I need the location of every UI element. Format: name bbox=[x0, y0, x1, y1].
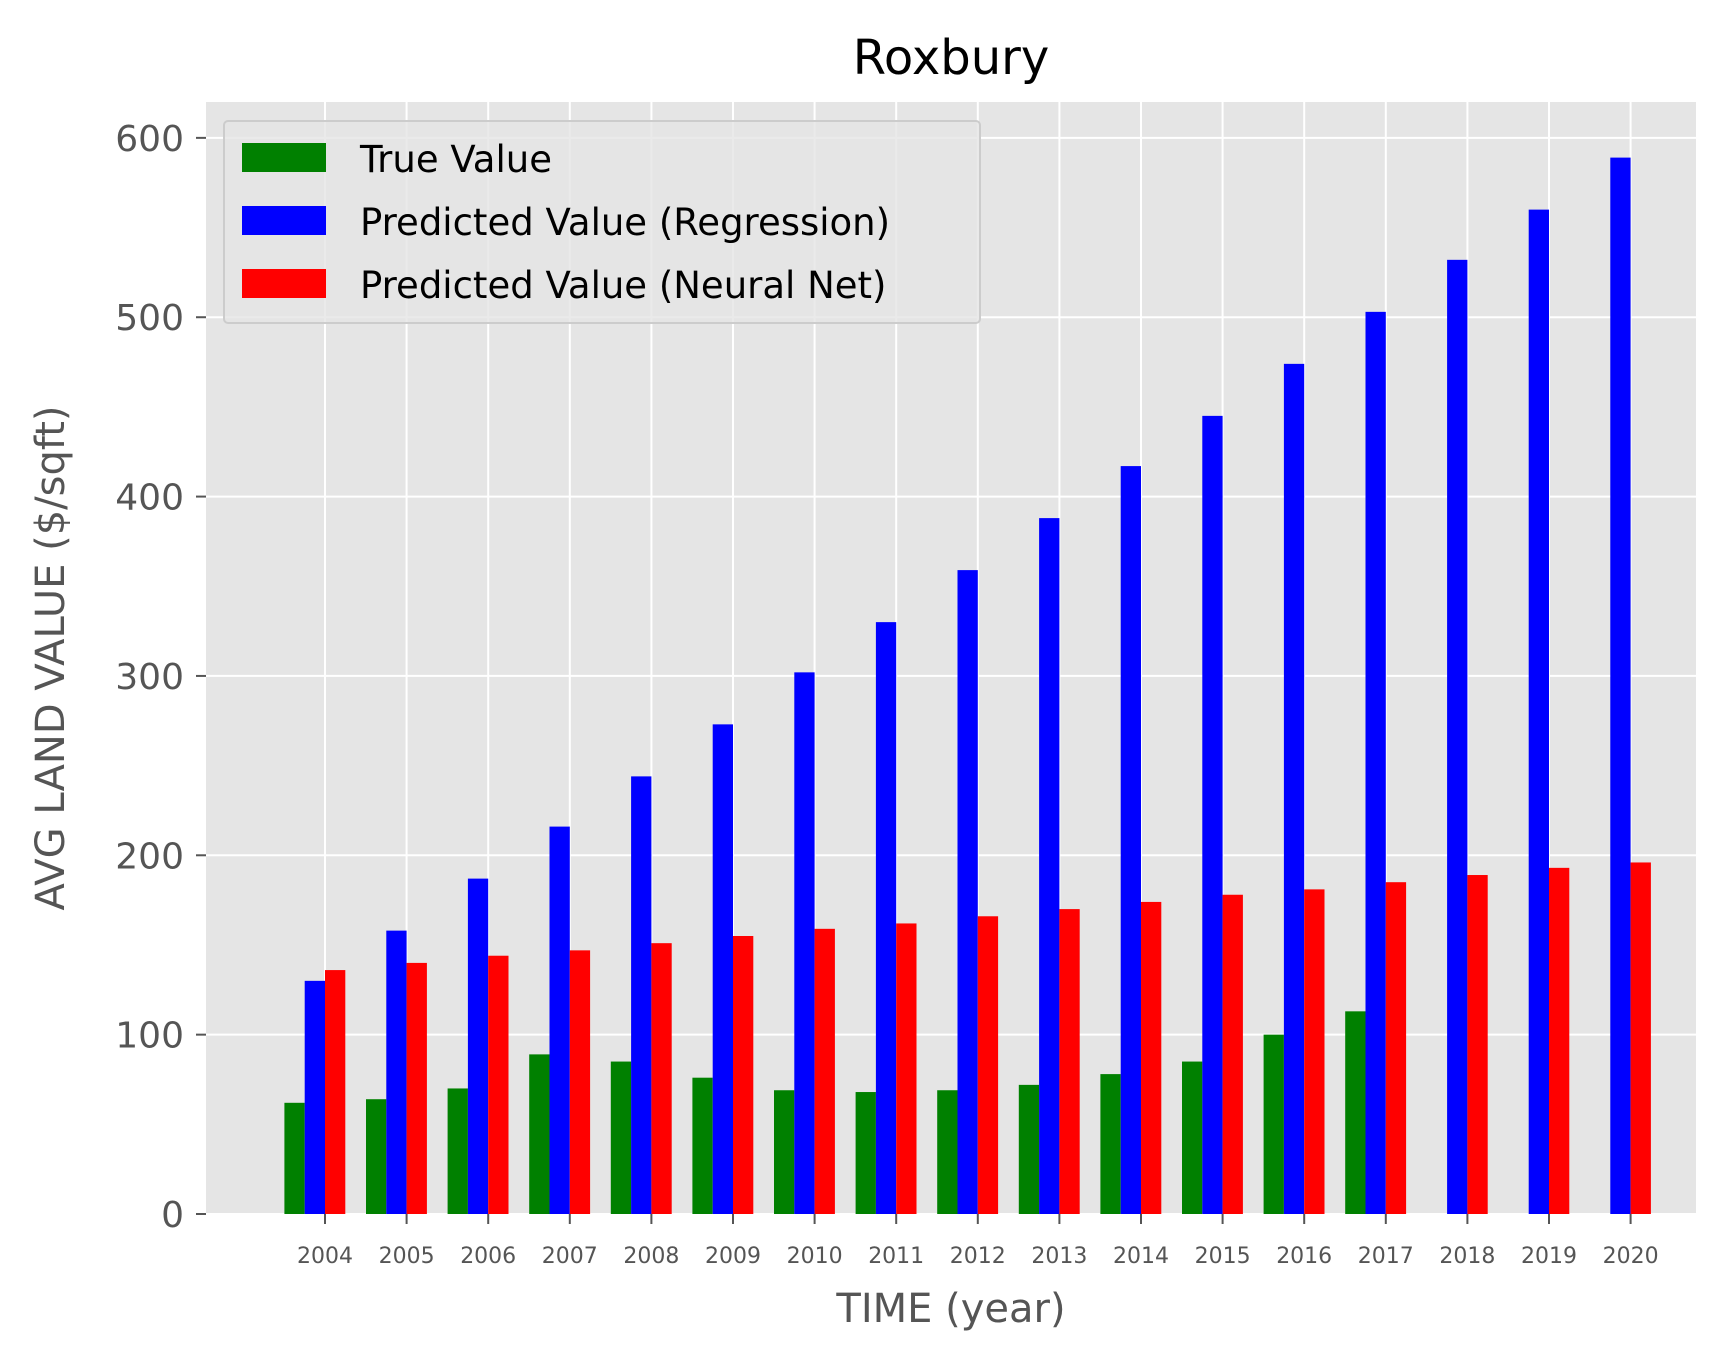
bar-true-value bbox=[692, 1077, 713, 1214]
y-tick-label: 100 bbox=[115, 1016, 184, 1057]
bar-predicted-regression bbox=[1039, 518, 1060, 1214]
bar-true-value bbox=[1182, 1061, 1203, 1214]
bar-true-value bbox=[855, 1092, 876, 1214]
bar-true-value bbox=[937, 1090, 958, 1214]
axes: 0 100 200 300 400 500 600 2004 2005 2006 2007 2008 2… bbox=[115, 119, 1658, 1269]
x-tick-label: 2004 bbox=[297, 1244, 353, 1269]
bar-true-value bbox=[529, 1054, 550, 1214]
legend-label-neural-net: Predicted Value (Neural Net) bbox=[360, 264, 886, 307]
x-axis-label: TIME (year) bbox=[835, 1286, 1065, 1332]
x-tick-label: 2006 bbox=[460, 1244, 516, 1269]
x-tick-label: 2007 bbox=[542, 1244, 598, 1269]
legend-swatch-true-value bbox=[242, 143, 326, 172]
bar-predicted-neural-net bbox=[1222, 894, 1243, 1214]
bar-true-value bbox=[366, 1099, 387, 1214]
bar-predicted-neural-net bbox=[406, 962, 427, 1214]
bar-predicted-neural-net bbox=[651, 943, 672, 1214]
chart-title: Roxbury bbox=[853, 30, 1050, 86]
bar-predicted-regression bbox=[1283, 363, 1305, 1215]
bar-predicted-regression bbox=[875, 622, 897, 1214]
bar-predicted-regression bbox=[631, 776, 652, 1214]
y-tick-label: 500 bbox=[115, 298, 184, 339]
bar-predicted-neural-net bbox=[1304, 889, 1325, 1214]
x-tick-label: 2019 bbox=[1521, 1244, 1577, 1269]
bar-predicted-regression bbox=[549, 826, 570, 1214]
bar-true-value bbox=[774, 1090, 795, 1214]
bar-predicted-regression bbox=[1365, 311, 1386, 1214]
bars bbox=[284, 157, 1651, 1215]
x-tick-label: 2013 bbox=[1031, 1244, 1087, 1269]
bar-true-value bbox=[1345, 1011, 1366, 1214]
legend-swatch-neural-net bbox=[242, 269, 326, 298]
bar-predicted-neural-net bbox=[1059, 909, 1080, 1214]
bar-predicted-regression bbox=[712, 724, 733, 1214]
y-tick-label: 600 bbox=[115, 119, 184, 160]
x-tick-label: 2010 bbox=[787, 1244, 843, 1269]
y-tick-label: 0 bbox=[161, 1195, 184, 1236]
bar-predicted-regression bbox=[467, 878, 489, 1214]
legend-label-true-value: True Value bbox=[359, 138, 552, 181]
bar-true-value bbox=[284, 1102, 305, 1214]
bar-predicted-neural-net bbox=[896, 923, 917, 1214]
bar-predicted-regression bbox=[1202, 415, 1223, 1214]
bar-predicted-regression bbox=[1447, 259, 1468, 1214]
y-tick-label: 200 bbox=[115, 836, 184, 877]
legend-label-regression: Predicted Value (Regression) bbox=[360, 201, 890, 244]
bar-predicted-regression bbox=[304, 980, 325, 1214]
bar-predicted-neural-net bbox=[1141, 901, 1162, 1214]
bar-predicted-neural-net bbox=[1630, 862, 1651, 1214]
bar-predicted-neural-net bbox=[1467, 875, 1488, 1214]
bar-predicted-regression bbox=[386, 930, 407, 1214]
bar-predicted-neural-net bbox=[1549, 867, 1570, 1214]
legend-box bbox=[223, 120, 981, 324]
x-tick-label: 2014 bbox=[1113, 1244, 1169, 1269]
bar-predicted-neural-net bbox=[814, 928, 835, 1214]
x-tick-label: 2012 bbox=[950, 1244, 1006, 1269]
y-axis-label: AVG LAND VALUE ($/sqft) bbox=[28, 405, 74, 910]
x-tick-label: 2017 bbox=[1358, 1244, 1414, 1269]
legend: True Value Predicted Value (Regression) … bbox=[223, 120, 981, 324]
bar-true-value bbox=[447, 1088, 468, 1214]
x-tick-label: 2005 bbox=[379, 1244, 435, 1269]
bar-predicted-regression bbox=[1610, 157, 1631, 1215]
x-tick-label: 2018 bbox=[1439, 1244, 1495, 1269]
x-tick-label: 2011 bbox=[868, 1244, 924, 1269]
bar-predicted-neural-net bbox=[569, 950, 591, 1214]
y-tick-label: 300 bbox=[115, 657, 184, 698]
legend-swatch-regression bbox=[242, 206, 326, 235]
bar-predicted-neural-net bbox=[488, 955, 509, 1214]
bar-true-value bbox=[1100, 1074, 1121, 1214]
bar-predicted-neural-net bbox=[325, 970, 346, 1214]
bar-predicted-neural-net bbox=[977, 916, 999, 1214]
y-tick-label: 400 bbox=[115, 478, 184, 519]
x-tick-label: 2016 bbox=[1276, 1244, 1332, 1269]
x-tick-label: 2009 bbox=[705, 1244, 761, 1269]
x-tick-label: 2020 bbox=[1603, 1244, 1659, 1269]
bar-predicted-neural-net bbox=[733, 936, 754, 1214]
bar-predicted-regression bbox=[1528, 209, 1549, 1214]
bar-true-value bbox=[1263, 1034, 1284, 1214]
bar-predicted-regression bbox=[1120, 466, 1141, 1214]
x-tick-label: 2008 bbox=[623, 1244, 679, 1269]
bar-true-value bbox=[1018, 1084, 1040, 1214]
bar-predicted-regression bbox=[794, 672, 815, 1214]
bar-predicted-regression bbox=[957, 570, 978, 1214]
bar-true-value bbox=[610, 1061, 632, 1214]
x-tick-label: 2015 bbox=[1195, 1244, 1251, 1269]
bar-predicted-neural-net bbox=[1385, 882, 1407, 1214]
